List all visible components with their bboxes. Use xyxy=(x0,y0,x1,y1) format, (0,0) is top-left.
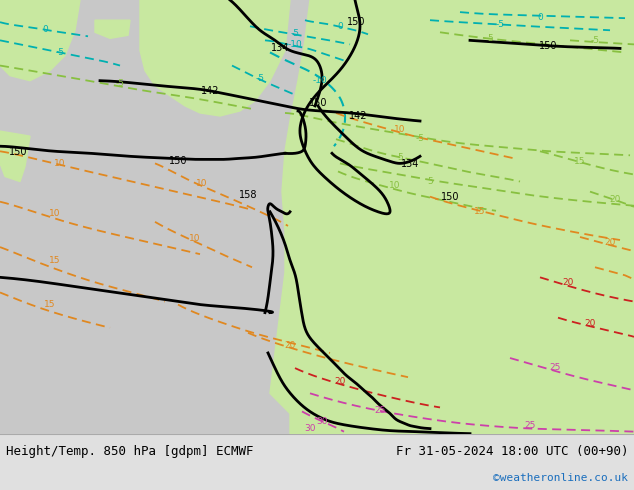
Text: 5: 5 xyxy=(397,153,403,162)
Text: 15: 15 xyxy=(44,300,56,309)
Text: 25: 25 xyxy=(549,363,560,371)
Text: 150: 150 xyxy=(539,41,557,51)
Text: 20: 20 xyxy=(562,278,574,287)
Text: 10: 10 xyxy=(55,159,66,168)
Text: -5: -5 xyxy=(56,48,65,57)
Text: 134: 134 xyxy=(401,159,419,170)
Text: 20: 20 xyxy=(609,195,621,204)
Text: Fr 31-05-2024 18:00 UTC (00+90): Fr 31-05-2024 18:00 UTC (00+90) xyxy=(396,445,628,458)
Text: -5: -5 xyxy=(115,79,124,88)
Text: 5: 5 xyxy=(427,177,433,186)
Text: 25: 25 xyxy=(374,406,385,415)
Text: 158: 158 xyxy=(239,190,257,199)
Polygon shape xyxy=(140,0,290,116)
Text: ©weatheronline.co.uk: ©weatheronline.co.uk xyxy=(493,473,628,483)
Text: 30: 30 xyxy=(316,417,328,426)
Text: 20: 20 xyxy=(604,238,616,246)
Text: 10: 10 xyxy=(49,209,61,219)
Polygon shape xyxy=(95,20,130,38)
Polygon shape xyxy=(0,0,50,22)
Text: 10: 10 xyxy=(389,181,401,190)
Polygon shape xyxy=(0,131,30,181)
Text: -5: -5 xyxy=(290,29,299,38)
Text: 0: 0 xyxy=(337,22,343,31)
Text: -10: -10 xyxy=(313,76,327,85)
Text: 142: 142 xyxy=(201,86,219,96)
Text: 10: 10 xyxy=(190,234,201,243)
Polygon shape xyxy=(0,0,80,81)
Text: 10: 10 xyxy=(394,124,406,134)
Text: 15: 15 xyxy=(474,207,486,216)
Text: 150: 150 xyxy=(441,192,459,202)
Text: 0: 0 xyxy=(42,25,48,34)
Text: -5: -5 xyxy=(496,20,505,29)
Text: 15: 15 xyxy=(49,256,61,265)
Text: 134: 134 xyxy=(271,44,289,53)
Text: 10: 10 xyxy=(197,179,208,188)
Polygon shape xyxy=(310,333,634,434)
Text: 5: 5 xyxy=(487,34,493,43)
Text: 25: 25 xyxy=(524,421,536,430)
Text: 20: 20 xyxy=(334,377,346,386)
Text: 20: 20 xyxy=(284,342,295,350)
Text: -5: -5 xyxy=(590,36,600,45)
Text: -5: -5 xyxy=(256,74,264,83)
Text: 15: 15 xyxy=(574,157,586,166)
Polygon shape xyxy=(270,0,634,434)
Text: -10: -10 xyxy=(288,40,302,49)
Text: 150: 150 xyxy=(347,17,365,27)
Text: Height/Temp. 850 hPa [gdpm] ECMWF: Height/Temp. 850 hPa [gdpm] ECMWF xyxy=(6,445,254,458)
Text: 150: 150 xyxy=(169,156,187,167)
Text: -5: -5 xyxy=(415,134,425,143)
Text: 20: 20 xyxy=(585,319,596,328)
Text: 0: 0 xyxy=(537,13,543,22)
Polygon shape xyxy=(290,383,380,434)
Text: 150: 150 xyxy=(9,147,27,157)
Text: 142: 142 xyxy=(349,111,367,121)
Text: 30: 30 xyxy=(304,424,316,433)
Text: 150: 150 xyxy=(309,98,327,108)
